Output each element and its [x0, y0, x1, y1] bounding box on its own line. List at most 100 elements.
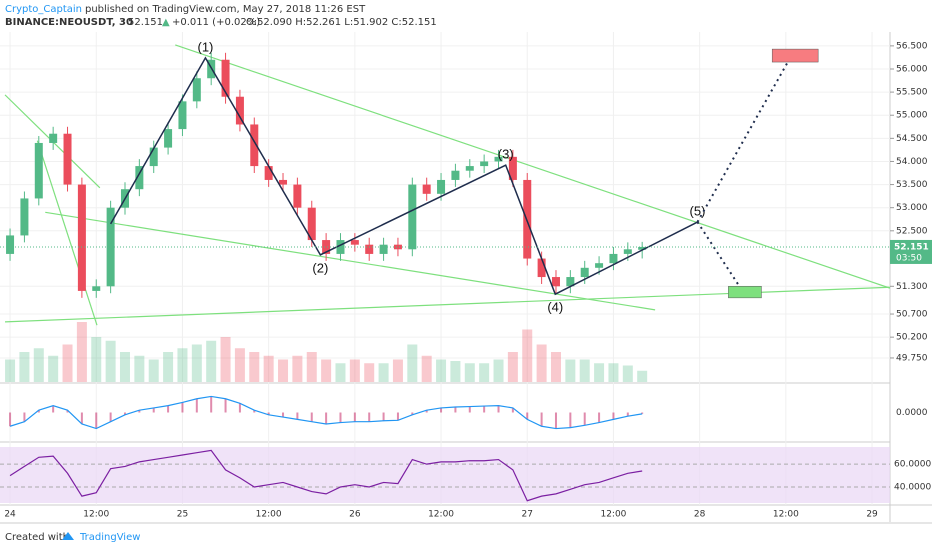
candle-body	[6, 235, 15, 254]
candle-body	[566, 277, 575, 287]
macd-bar	[497, 405, 500, 413]
candle-body	[92, 286, 101, 291]
candle-body	[408, 184, 417, 250]
y-tick-label: 55.500	[896, 88, 928, 98]
candle-body	[49, 133, 58, 143]
candle-body	[279, 179, 288, 185]
candle-body	[178, 101, 187, 130]
wave-label: (4)	[547, 300, 563, 315]
wave-path	[109, 56, 698, 296]
macd-bar	[195, 398, 198, 413]
candle-body	[63, 133, 72, 185]
x-tick-label: 24	[4, 510, 16, 520]
candle-body	[551, 277, 560, 287]
macd-bar	[411, 412, 414, 415]
macd-bar	[540, 412, 543, 427]
volume-bar	[522, 329, 533, 382]
volume-bar	[105, 340, 116, 382]
volume-bar	[163, 352, 174, 382]
candle-body	[264, 166, 273, 180]
candle-body	[34, 142, 43, 199]
volume-bar	[579, 359, 590, 382]
volume-bar	[421, 355, 432, 382]
volume-bar	[594, 363, 605, 382]
volume-bar	[206, 340, 217, 382]
ohlc: O:52.090 H:52.261 L:51.902 C:52.151	[246, 17, 437, 28]
macd-bar	[454, 407, 457, 413]
macd-bar	[167, 405, 170, 413]
last-price-label: 52.151	[894, 242, 929, 252]
volume-bar	[119, 352, 130, 382]
candle-body	[393, 244, 402, 250]
macd-bar	[152, 407, 155, 413]
x-tick-label: 12:00	[83, 510, 109, 520]
candle-body	[609, 253, 618, 264]
candle-body	[135, 166, 144, 190]
macd-bar	[511, 407, 514, 413]
macd-bar	[238, 403, 241, 413]
candle-body	[595, 263, 604, 268]
target-box	[771, 48, 819, 63]
volume-bar	[292, 355, 303, 382]
volume-bar	[637, 370, 648, 382]
target-box	[728, 286, 762, 299]
macd-bar	[425, 410, 428, 413]
volume-bar	[263, 355, 274, 382]
candle-body	[379, 244, 388, 254]
volume-bar	[479, 363, 490, 382]
author[interactable]: Crypto_Captain	[5, 4, 82, 15]
x-tick-label: 27	[522, 510, 533, 520]
candle-body	[149, 147, 158, 167]
y-tick-label: 56.000	[896, 64, 928, 74]
candle-body	[106, 207, 115, 287]
volume-bar	[220, 337, 231, 382]
wave-label: (2)	[312, 260, 328, 275]
candle-body	[480, 161, 489, 167]
x-tick-label: 12:00	[256, 510, 282, 520]
rsi-band	[0, 447, 890, 503]
candle-body	[250, 124, 259, 167]
projection	[696, 57, 792, 223]
candle-body	[336, 240, 345, 254]
y-tick-label: 51.300	[896, 282, 928, 292]
macd-bar	[353, 412, 356, 422]
macd-bar	[52, 405, 55, 413]
y-tick-label: 60.0000	[894, 460, 931, 470]
volume-bar	[536, 344, 547, 382]
macd-bar	[9, 412, 12, 427]
volume-bar	[550, 352, 561, 382]
footer-brand[interactable]: TradingView	[79, 532, 140, 543]
candle-body	[494, 156, 503, 162]
volume-bar	[608, 363, 619, 382]
volume-bar	[464, 363, 475, 382]
macd-bar	[253, 410, 256, 413]
macd-bar	[95, 412, 98, 429]
volume-bar	[407, 344, 418, 382]
volume-bar	[306, 352, 317, 382]
y-tick-label: 49.750	[896, 353, 928, 363]
macd-bar	[526, 412, 529, 420]
trendline	[36, 140, 98, 326]
macd-bar	[641, 412, 644, 414]
candle-body	[365, 244, 374, 254]
macd-bar	[468, 406, 471, 413]
macd-bar	[66, 410, 69, 413]
volume-bar	[321, 359, 332, 382]
change-arrow: ▲	[162, 17, 170, 28]
volume-bar	[76, 322, 87, 382]
macd-bar	[210, 396, 213, 413]
candle-body	[623, 249, 632, 254]
candle-body	[221, 59, 230, 97]
macd-bar	[569, 412, 572, 428]
candle-body	[77, 184, 86, 291]
macd-bar	[282, 412, 285, 418]
macd-bar	[440, 407, 443, 413]
candle-body	[235, 96, 244, 125]
volume-bar	[436, 359, 447, 382]
macd-bar	[325, 412, 328, 424]
macd-bar	[554, 412, 557, 429]
volume-bar	[191, 344, 202, 382]
macd-bar	[368, 412, 371, 422]
volume-bar	[507, 352, 518, 382]
